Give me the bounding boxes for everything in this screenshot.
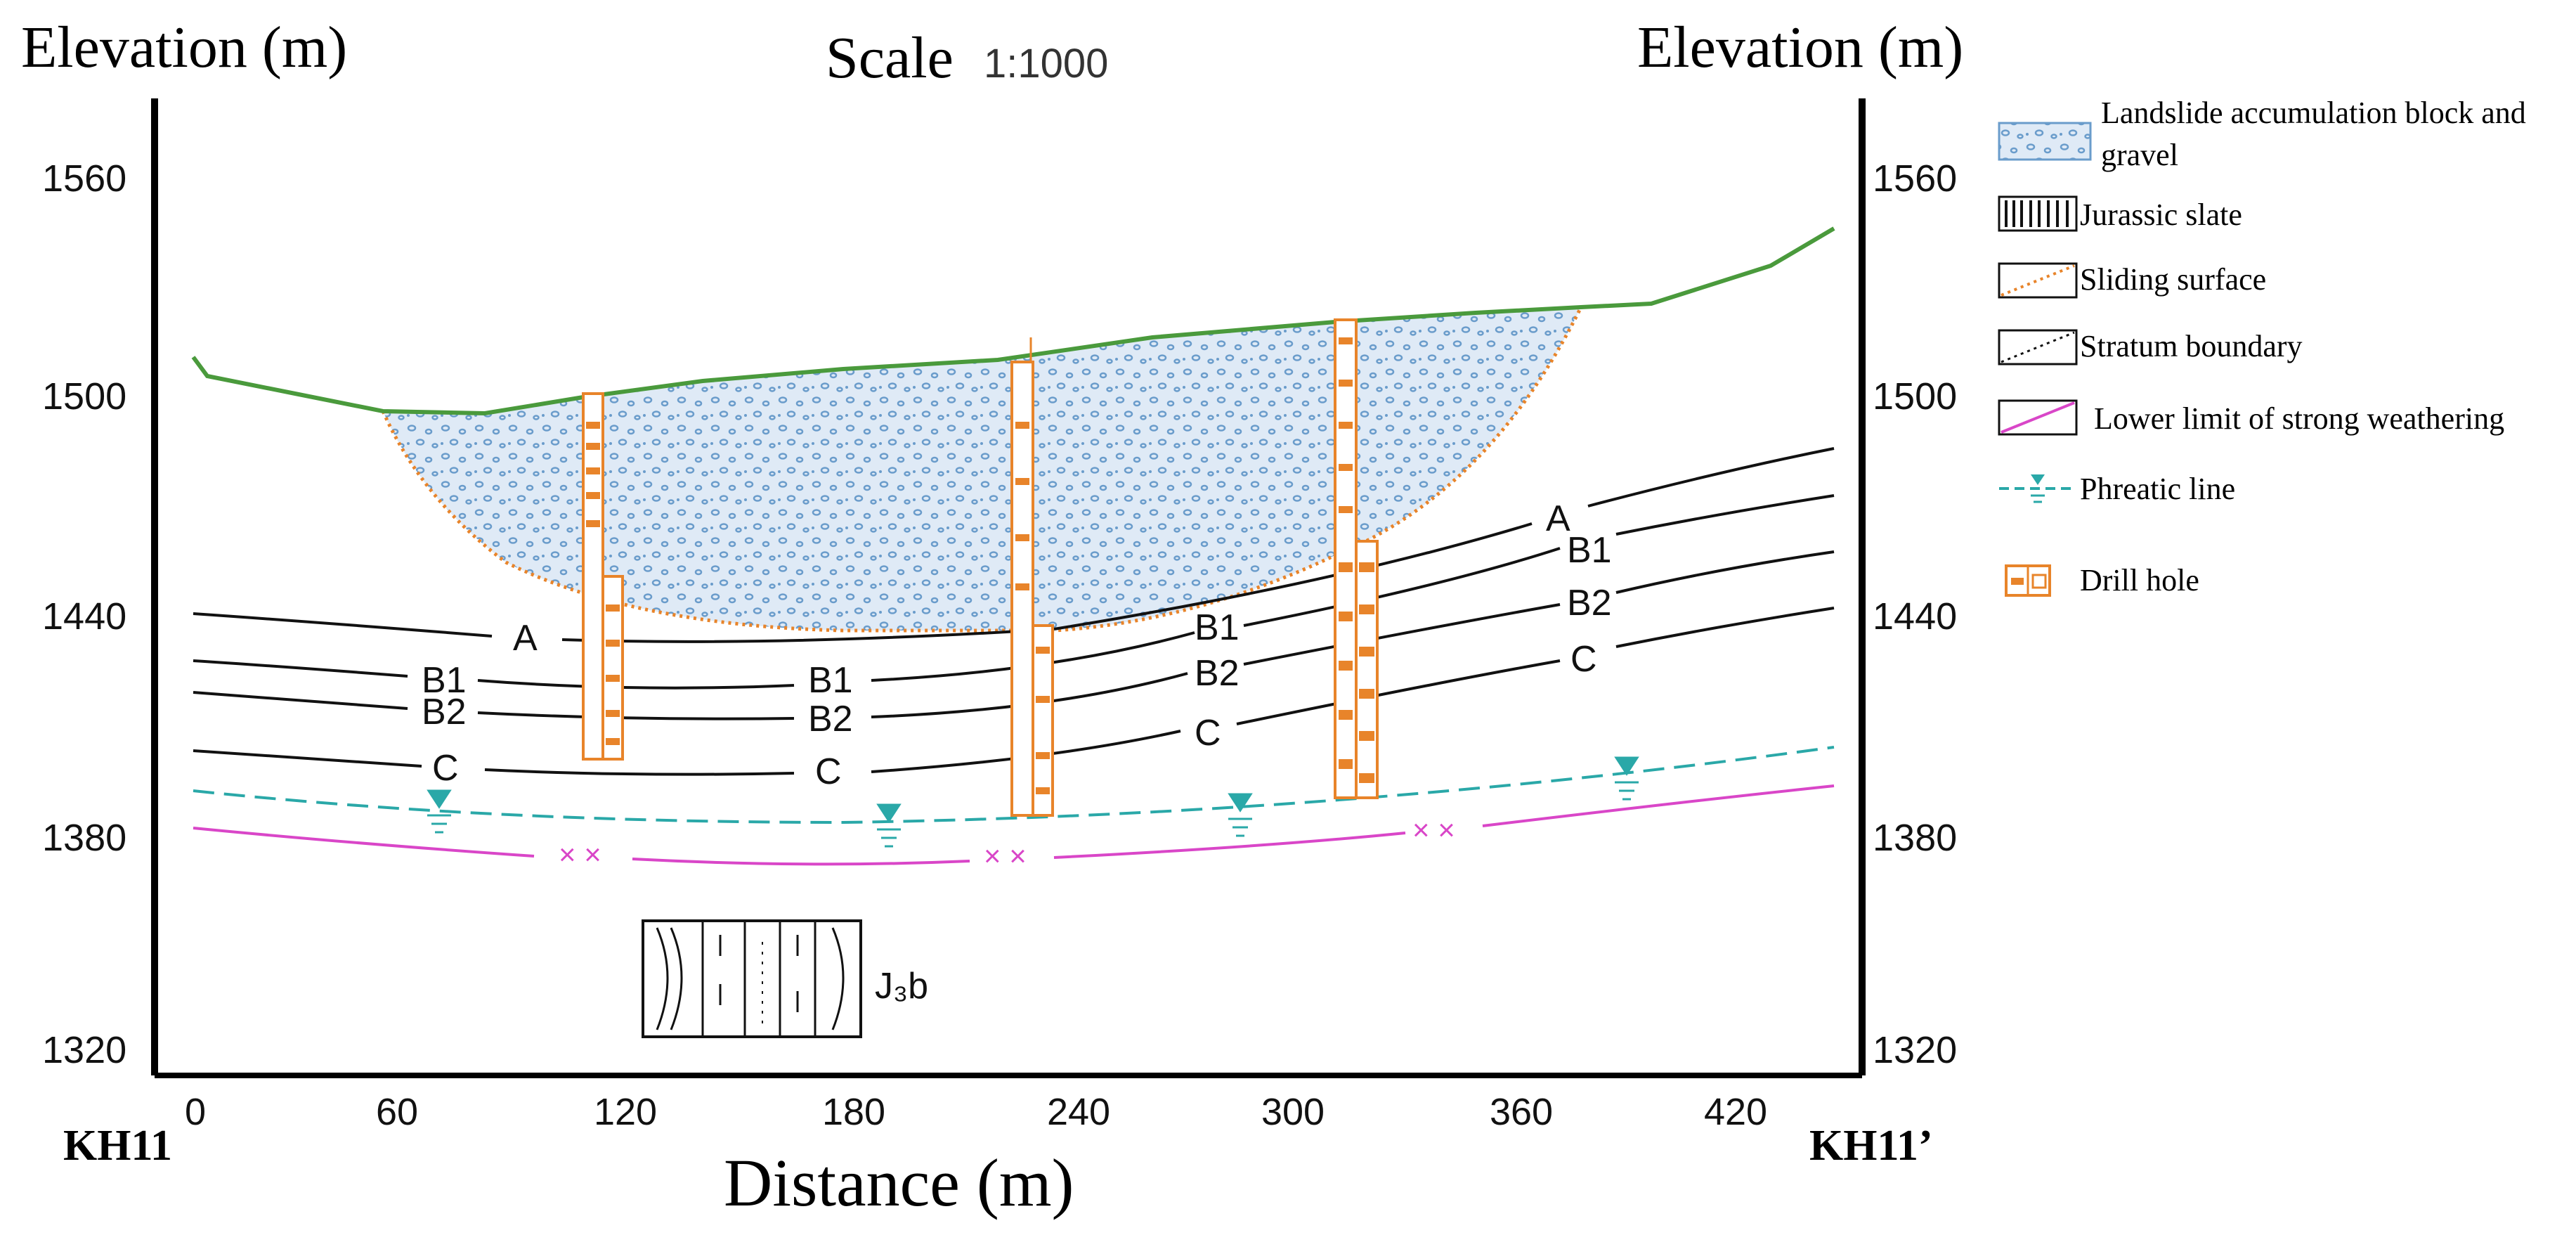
right-axis-label: Elevation (m) bbox=[1637, 15, 1963, 80]
y-tick-1380-right: 1380 bbox=[1873, 817, 1957, 859]
x-mark-1: × × bbox=[559, 838, 601, 871]
y-tick-1500-left: 1500 bbox=[42, 375, 126, 418]
legend-item-weathering: Lower limit of strong weathering bbox=[1998, 399, 2504, 436]
x-tick-120: 120 bbox=[594, 1091, 657, 1133]
y-ticks-right: 1560 1500 1440 1380 1320 bbox=[1873, 157, 1957, 1071]
left-axis-label: Elevation (m) bbox=[21, 15, 347, 80]
label-c-left: C bbox=[432, 748, 459, 789]
legend-item-stratum: Stratum boundary bbox=[1998, 329, 2303, 366]
stratum-line-b2-left bbox=[193, 691, 408, 710]
legend-item-landslide: Landslide accumulation block and gravel bbox=[1998, 96, 2526, 172]
stratum-line-b1-far bbox=[1615, 494, 1835, 536]
legend-label-phreatic: Phreatic line bbox=[2080, 472, 2235, 506]
label-b2-right: B2 bbox=[1195, 653, 1240, 694]
sliding-surface bbox=[381, 306, 1583, 633]
y-tick-1500-right: 1500 bbox=[1873, 375, 1957, 418]
x-mark-3: × × bbox=[1412, 813, 1455, 846]
legend-item-drill: Drill hole bbox=[2005, 563, 2199, 597]
scale-word: Scale bbox=[826, 25, 954, 91]
label-c-far: C bbox=[1570, 639, 1597, 680]
stratum-line-a-mid bbox=[561, 628, 1055, 643]
x-tick-360: 360 bbox=[1490, 1091, 1553, 1133]
drill-hole-3 bbox=[1334, 318, 1379, 799]
right-end-label: KH11’ bbox=[1809, 1122, 1933, 1170]
y-tick-1560-right: 1560 bbox=[1873, 157, 1957, 200]
legend-label-drill: Drill hole bbox=[2080, 563, 2199, 597]
y-tick-1560-left: 1560 bbox=[42, 157, 126, 200]
label-b2-mid: B2 bbox=[808, 699, 853, 739]
stratum-line-c-far bbox=[1615, 607, 1835, 648]
drill-hole-2 bbox=[1010, 337, 1054, 817]
stratum-line-a-left bbox=[193, 612, 493, 638]
stratum-line-c-right bbox=[1236, 659, 1561, 725]
y-tick-1320-right: 1320 bbox=[1873, 1029, 1957, 1071]
x-tick-420: 420 bbox=[1704, 1091, 1767, 1133]
y-tick-1440-left: 1440 bbox=[42, 595, 126, 638]
label-b1-left: B1 bbox=[422, 660, 467, 701]
label-b2-far: B2 bbox=[1567, 583, 1612, 623]
stratum-line-b2-mid bbox=[477, 711, 795, 720]
x-tick-180: 180 bbox=[822, 1091, 885, 1133]
legend-label-stratum: Stratum boundary bbox=[2080, 329, 2303, 363]
legend-item-slate: Jurassic slate bbox=[1998, 195, 2242, 232]
stratum-boundaries bbox=[193, 447, 1835, 776]
legend-label-sliding: Sliding surface bbox=[2080, 262, 2266, 297]
x-axis-label: Distance (m) bbox=[724, 1145, 1074, 1220]
x-tick-240: 240 bbox=[1047, 1091, 1110, 1133]
weathering-line bbox=[193, 784, 1835, 866]
formation-label: J₃b bbox=[875, 966, 928, 1007]
legend-label-weathering: Lower limit of strong weathering bbox=[2094, 401, 2504, 436]
label-a-right: A bbox=[1546, 498, 1570, 539]
legend: Landslide accumulation block and gravel … bbox=[1998, 96, 2526, 597]
x-tick-60: 60 bbox=[376, 1091, 418, 1133]
landslide-body bbox=[383, 307, 1581, 631]
water-table-marker-1 bbox=[427, 789, 452, 834]
y-tick-1320-left: 1320 bbox=[42, 1029, 126, 1071]
stratum-line-b1-right bbox=[1243, 547, 1561, 627]
legend-item-phreatic: Phreatic line bbox=[1999, 472, 2235, 506]
y-tick-1380-left: 1380 bbox=[42, 817, 126, 859]
legend-label-landslide-2: gravel bbox=[2101, 138, 2178, 172]
label-c-right: C bbox=[1195, 713, 1221, 754]
stratum-labels: A A B1 B1 B1 B1 B2 B2 B2 B2 C C C C bbox=[422, 498, 1612, 792]
legend-item-sliding: Sliding surface bbox=[1998, 262, 2266, 299]
left-end-label: KH11 bbox=[63, 1122, 172, 1170]
stratum-line-b1-left bbox=[193, 659, 408, 678]
label-b1-right: B1 bbox=[1195, 607, 1240, 648]
x-tick-300: 300 bbox=[1261, 1091, 1325, 1133]
stratum-line-b2-far bbox=[1615, 550, 1835, 594]
label-a-left: A bbox=[513, 618, 538, 659]
stratum-line-a-far bbox=[1587, 447, 1835, 507]
label-c-mid: C bbox=[815, 751, 842, 792]
stratum-line-a-right bbox=[1053, 522, 1533, 631]
stratum-line-b2-right bbox=[1243, 603, 1561, 666]
stratum-line-b1-mid bbox=[477, 679, 795, 690]
formation-symbol bbox=[642, 919, 862, 1038]
x-ticks: 0 60 120 180 240 300 360 420 bbox=[185, 1091, 1767, 1133]
y-ticks-left: 1560 1500 1440 1380 1320 bbox=[42, 157, 126, 1071]
scale-ratio: 1:1000 bbox=[984, 41, 1108, 86]
stratum-line-c-left bbox=[193, 749, 422, 768]
label-b1-far: B1 bbox=[1567, 530, 1612, 571]
drill-hole-1 bbox=[582, 392, 624, 761]
phreatic-line bbox=[193, 746, 1835, 825]
water-table-marker-4 bbox=[1614, 756, 1639, 801]
stratum-line-c-mid bbox=[484, 768, 795, 776]
label-b2-left: B2 bbox=[422, 692, 467, 732]
x-tick-0: 0 bbox=[185, 1091, 206, 1133]
x-mark-2: × × bbox=[984, 839, 1027, 872]
label-b1-mid: B1 bbox=[808, 660, 853, 701]
legend-label-slate: Jurassic slate bbox=[2080, 198, 2242, 232]
legend-label-landslide-1: Landslide accumulation block and bbox=[2101, 96, 2526, 130]
y-tick-1440-right: 1440 bbox=[1873, 595, 1957, 638]
water-table-marker-2 bbox=[876, 803, 902, 848]
ground-surface bbox=[191, 226, 1835, 416]
weathering-x-marks: × × × × × × bbox=[559, 813, 1455, 872]
phreatic-markers bbox=[427, 756, 1639, 848]
water-table-marker-3 bbox=[1228, 793, 1253, 837]
